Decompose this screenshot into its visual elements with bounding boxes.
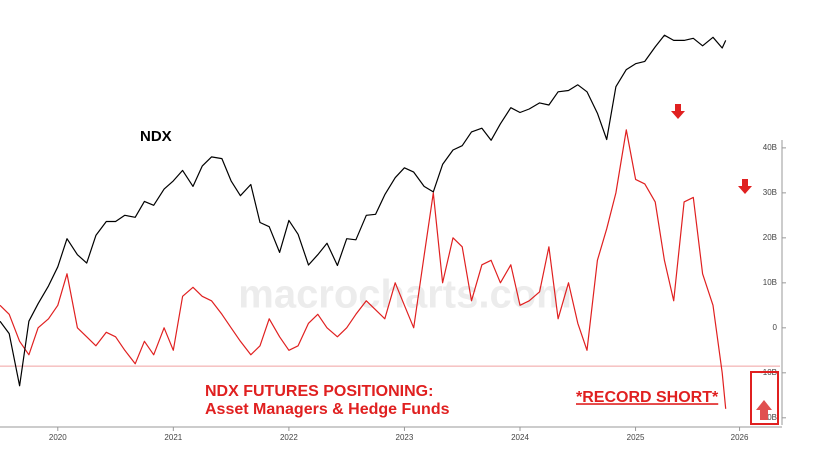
- x-tick-label: 2022: [280, 433, 298, 442]
- y2-tick-label: 30B: [763, 188, 777, 197]
- x-tick-label: 2026: [731, 433, 749, 442]
- y2-tick-label: 10B: [763, 278, 777, 287]
- y2-tick-label: 0: [773, 323, 778, 332]
- x-tick-label: 2023: [396, 433, 414, 442]
- series-line: [0, 129, 727, 409]
- series-line: [0, 34, 727, 387]
- x-tick-label: 2020: [49, 433, 67, 442]
- up-arrow: [756, 400, 772, 420]
- y2-tick-label: -20B: [760, 413, 777, 422]
- series-label: NDX FUTURES POSITIONING:: [205, 383, 433, 400]
- watermark: macrocharts.com: [238, 273, 571, 317]
- annotation: *RECORD SHORT*: [576, 389, 719, 406]
- highlight-box: [750, 371, 779, 425]
- x-tick-label: 2021: [164, 433, 182, 442]
- x-tick-label: 2025: [627, 433, 645, 442]
- y2-tick-label: 20B: [763, 233, 777, 242]
- down-arrow: [671, 104, 685, 119]
- down-arrow: [738, 179, 752, 194]
- x-tick-label: 2024: [511, 433, 529, 442]
- y2-tick-label: 40B: [763, 143, 777, 152]
- series-label: NDX: [140, 128, 172, 145]
- subtitle: Asset Managers & Hedge Funds: [205, 401, 450, 418]
